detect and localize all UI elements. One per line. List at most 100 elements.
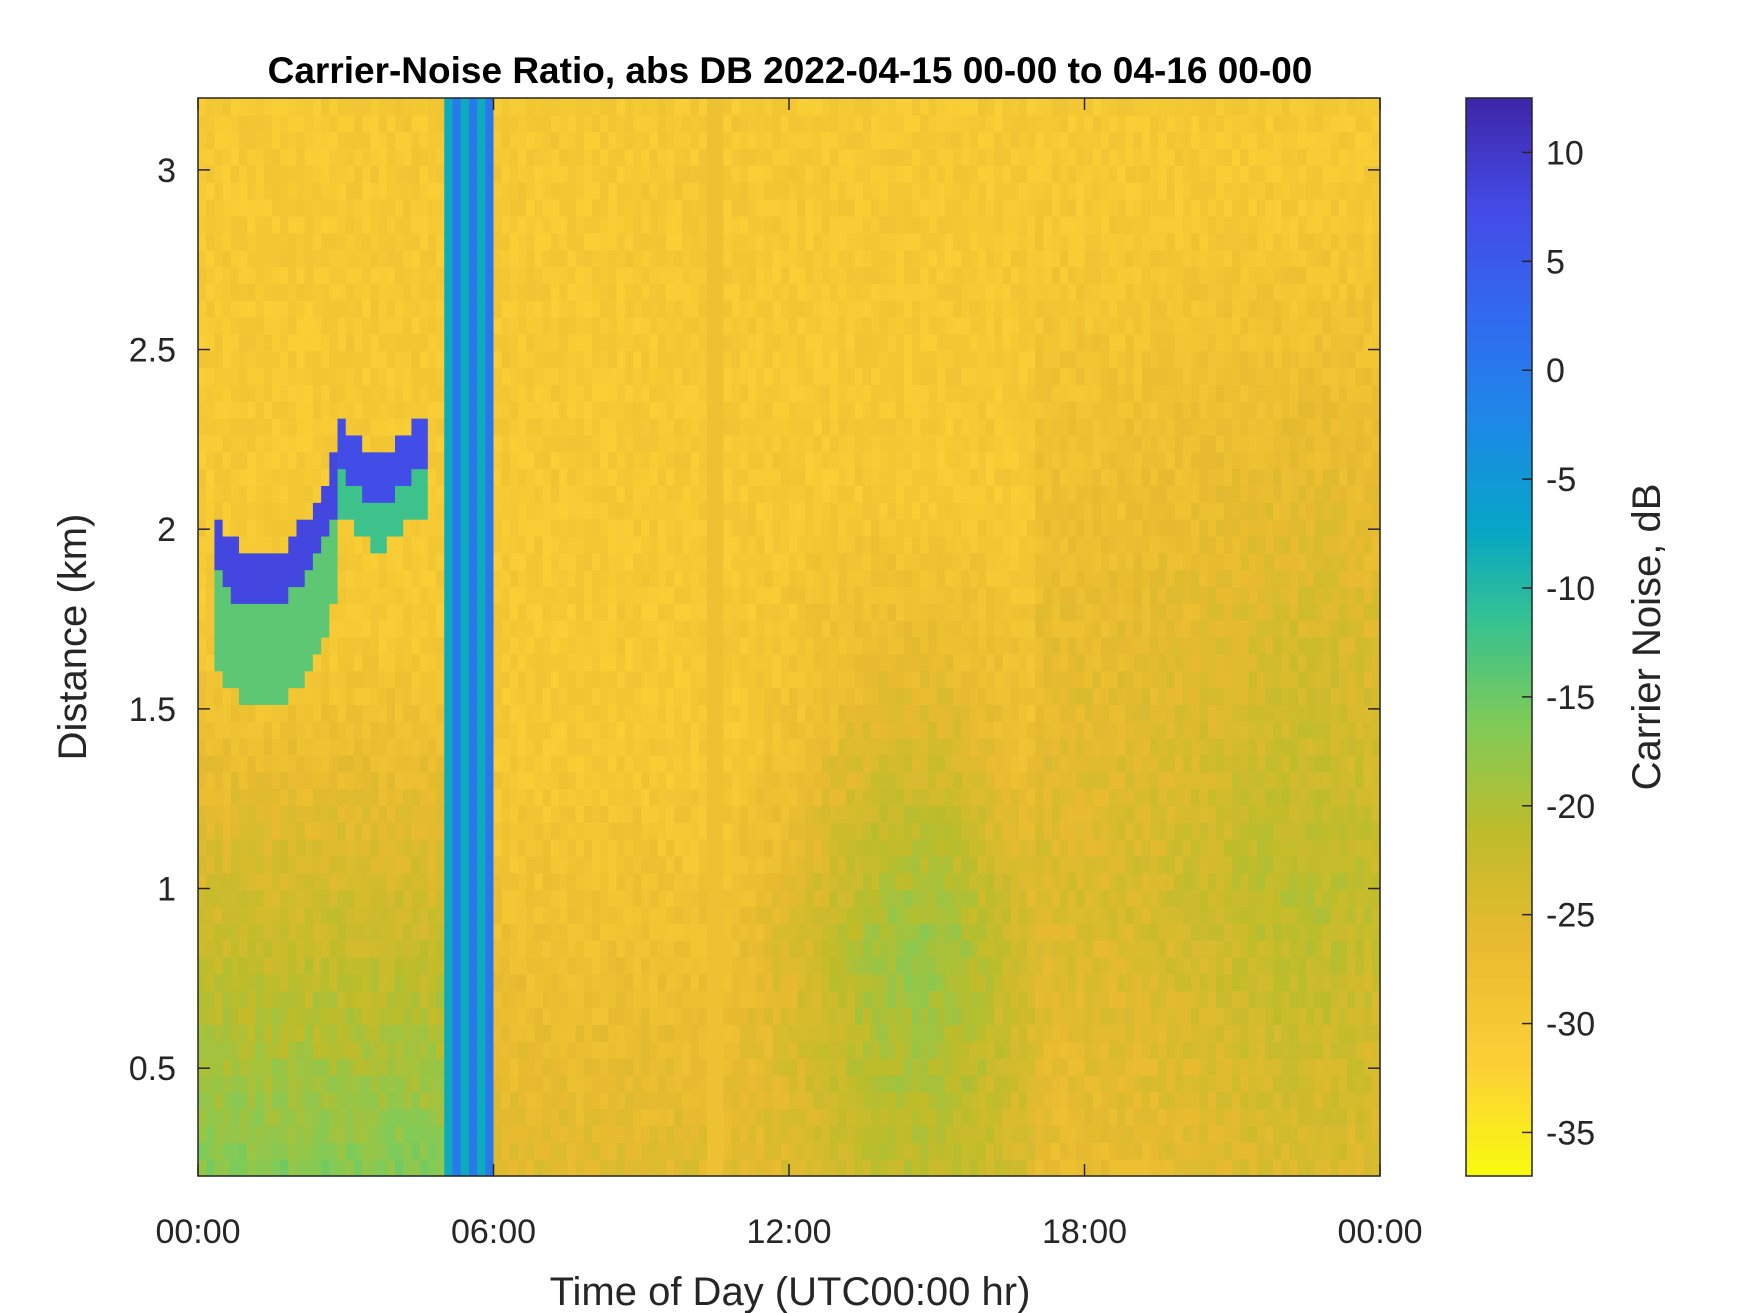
heatmap-cell xyxy=(370,552,380,571)
heatmap-cell xyxy=(444,98,454,116)
heatmap-cell xyxy=(731,872,741,891)
heatmap-cell xyxy=(362,855,371,874)
heatmap-cell xyxy=(567,249,577,268)
heatmap-cell xyxy=(526,620,536,638)
heatmap-cell xyxy=(452,687,462,705)
heatmap-cell xyxy=(682,266,692,284)
heatmap-cell xyxy=(206,182,216,200)
heatmap-cell xyxy=(468,502,478,520)
heatmap-cell xyxy=(616,1091,626,1110)
heatmap-cell xyxy=(764,1159,774,1177)
heatmap-cell xyxy=(222,788,232,807)
heatmap-cell xyxy=(222,940,232,958)
heatmap-cell xyxy=(427,855,437,874)
heatmap-cell xyxy=(789,822,798,840)
heatmap-cell xyxy=(468,738,478,756)
heatmap-cell xyxy=(206,266,216,284)
heatmap-cell xyxy=(715,569,724,588)
heatmap-cell xyxy=(690,788,700,807)
heatmap-cell xyxy=(329,839,339,857)
heatmap-cell xyxy=(362,300,371,318)
heatmap-cell xyxy=(616,839,626,857)
heatmap-cell xyxy=(477,1108,486,1127)
heatmap-cell xyxy=(747,552,757,571)
heatmap-cell xyxy=(386,805,396,823)
heatmap-cell xyxy=(830,300,839,318)
heatmap-cell xyxy=(427,940,437,958)
heatmap-cell xyxy=(345,485,355,503)
heatmap-cell xyxy=(370,754,380,773)
heatmap-cell xyxy=(830,502,839,520)
heatmap-cell xyxy=(222,957,232,975)
heatmap-cell xyxy=(239,788,248,807)
heatmap-cell xyxy=(690,148,700,166)
heatmap-cell xyxy=(296,906,306,924)
heatmap-cell xyxy=(780,1041,790,1059)
heatmap-cell xyxy=(255,603,265,621)
heatmap-cell xyxy=(329,569,339,588)
heatmap-cell xyxy=(526,1058,536,1076)
heatmap-cell xyxy=(280,1091,289,1110)
heatmap-cell xyxy=(821,283,831,301)
heatmap-cell xyxy=(641,165,651,183)
heatmap-cell xyxy=(789,1041,798,1059)
heatmap-cell xyxy=(616,653,626,672)
heatmap-cell xyxy=(616,367,626,385)
heatmap-cell xyxy=(214,973,224,992)
heatmap-cell xyxy=(403,468,413,486)
heatmap-cell xyxy=(780,569,790,588)
heatmap-cell xyxy=(567,232,577,251)
heatmap-cell xyxy=(715,1007,724,1025)
heatmap-cell xyxy=(485,1159,495,1177)
heatmap-cell xyxy=(665,485,675,503)
heatmap-cell xyxy=(345,653,355,672)
heatmap-cell xyxy=(386,940,396,958)
heatmap-cell xyxy=(427,906,437,924)
heatmap-cell xyxy=(230,367,240,385)
heatmap-cell xyxy=(386,131,396,150)
heatmap-cell xyxy=(534,569,544,588)
heatmap-cell xyxy=(222,721,232,739)
heatmap-cell xyxy=(723,418,733,436)
heatmap-cell xyxy=(821,131,831,150)
heatmap-cell xyxy=(436,1142,445,1160)
heatmap-cell xyxy=(362,1024,371,1042)
heatmap-cell xyxy=(436,637,445,655)
heatmap-cell xyxy=(534,687,544,705)
heatmap-cell xyxy=(427,721,437,739)
heatmap-cell xyxy=(386,485,396,503)
heatmap-cell xyxy=(288,300,298,318)
heatmap-cell xyxy=(477,1024,486,1042)
heatmap-cell xyxy=(772,1108,782,1127)
heatmap-cell xyxy=(756,182,765,200)
heatmap-cell xyxy=(206,923,216,941)
heatmap-cell xyxy=(764,552,774,571)
heatmap-cell xyxy=(312,839,322,857)
heatmap-cell xyxy=(452,266,462,284)
heatmap-cell xyxy=(830,704,839,722)
heatmap-cell xyxy=(230,1024,240,1042)
heatmap-cell xyxy=(821,1159,831,1177)
heatmap-cell xyxy=(198,1024,207,1042)
heatmap-cell xyxy=(395,1024,404,1042)
heatmap-cell xyxy=(411,586,421,604)
heatmap-cell xyxy=(468,923,478,941)
heatmap-cell xyxy=(739,855,749,874)
heatmap-cell xyxy=(296,418,306,436)
heatmap-cell xyxy=(427,333,437,352)
heatmap-cell xyxy=(542,805,552,823)
heatmap-cell xyxy=(674,990,683,1009)
heatmap-cell xyxy=(362,889,371,908)
heatmap-cell xyxy=(624,1125,634,1143)
heatmap-cell xyxy=(674,603,683,621)
heatmap-cell xyxy=(624,1074,634,1093)
heatmap-cell xyxy=(830,1024,839,1042)
heatmap-cell xyxy=(715,367,724,385)
heatmap-cell xyxy=(247,165,257,183)
heatmap-cell xyxy=(756,738,765,756)
heatmap-cell xyxy=(353,300,363,318)
heatmap-cell xyxy=(263,889,273,908)
heatmap-cell xyxy=(419,552,429,571)
heatmap-cell xyxy=(797,451,807,470)
heatmap-cell xyxy=(395,687,404,705)
